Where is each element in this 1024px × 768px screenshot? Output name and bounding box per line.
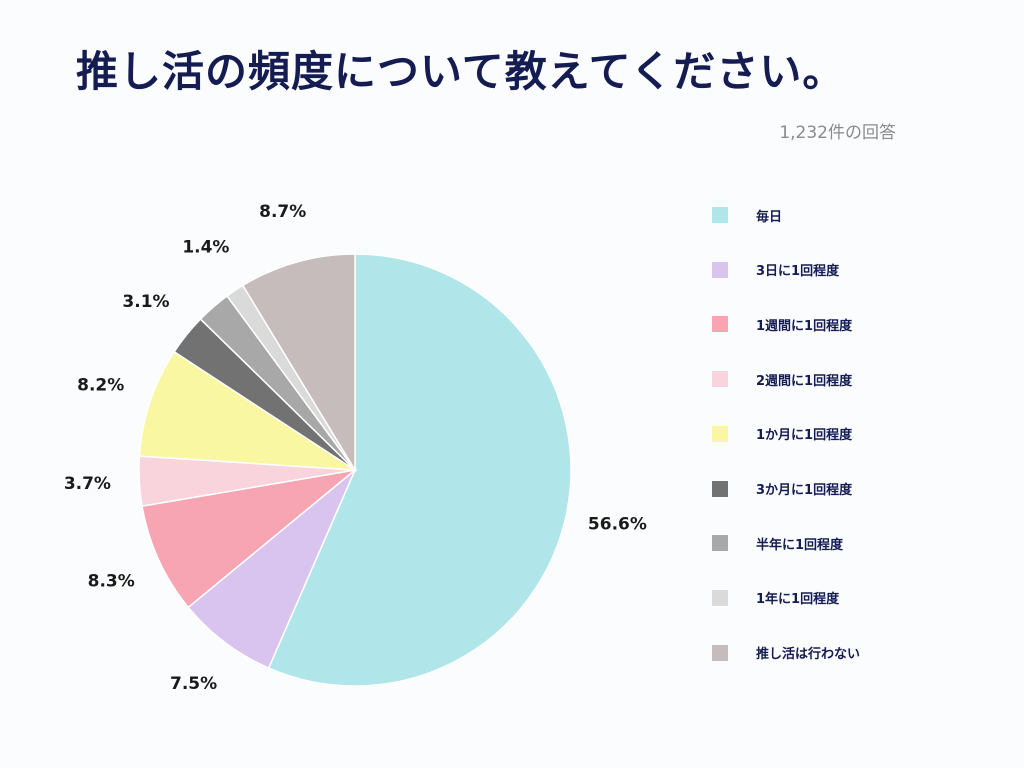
- slice-percent-label: 3.1%: [122, 292, 169, 312]
- slice-percent-label: 1.4%: [182, 237, 229, 257]
- legend-item: 3日に1回程度: [712, 259, 992, 281]
- slice-percent-label: 3.7%: [64, 474, 111, 494]
- slice-percent-label: 8.2%: [77, 375, 124, 395]
- legend-label: 1週間に1回程度: [756, 318, 853, 334]
- legend-label: 毎日: [756, 209, 783, 225]
- legend-swatch: [712, 535, 728, 552]
- legend-item: 1週間に1回程度: [712, 313, 992, 335]
- slice-percent-label: 8.7%: [259, 202, 306, 222]
- legend-label: 1年に1回程度: [756, 592, 840, 608]
- legend-swatch: [712, 371, 728, 388]
- slice-percent-label: 8.3%: [88, 571, 135, 591]
- pie-slice: [141, 468, 358, 609]
- legend-item: 2週間に1回程度: [712, 368, 992, 390]
- legend-label: 3か月に1回程度: [756, 483, 853, 498]
- legend-item: 毎日: [712, 204, 992, 226]
- pie-slice: [267, 253, 572, 687]
- legend-swatch: [712, 261, 728, 278]
- legend-label: 半年に1回程度: [756, 537, 844, 553]
- legend-swatch: [712, 480, 728, 497]
- legend-label: 2週間に1回程度: [756, 373, 853, 389]
- response-count: 1,232件の回答: [779, 123, 896, 143]
- legend-swatch: [712, 589, 728, 606]
- legend-item: 3か月に1回程度: [712, 478, 992, 500]
- pie-slice: [187, 469, 356, 669]
- legend-item: 推し活は行わない: [712, 642, 992, 664]
- legend-swatch: [712, 207, 728, 223]
- legend-item: 半年に1回程度: [712, 532, 992, 554]
- legend-item: 1年に1回程度: [712, 587, 992, 609]
- legend-swatch: [712, 644, 728, 661]
- pie-slice: [241, 253, 356, 473]
- page-title: 推し活の頻度について教えてください。: [76, 47, 846, 96]
- legend-label: 推し活は行わない: [756, 647, 861, 663]
- legend-item: 1か月に1回程度: [712, 423, 992, 445]
- slice-percent-label: 56.6%: [588, 515, 647, 535]
- legend-swatch: [712, 316, 728, 333]
- slice-percent-label: 7.5%: [170, 674, 217, 694]
- legend-swatch: [712, 425, 728, 442]
- legend-label: 3日に1回程度: [756, 264, 840, 280]
- legend-label: 1か月に1回程度: [756, 428, 853, 444]
- pie-slice: [138, 350, 358, 471]
